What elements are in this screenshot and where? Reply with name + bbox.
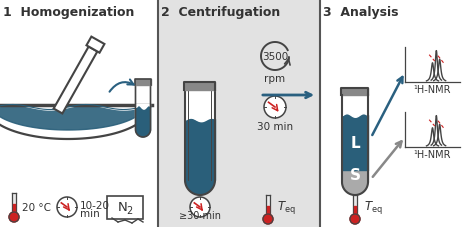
Text: min: min bbox=[80, 208, 100, 218]
Polygon shape bbox=[342, 96, 368, 195]
Text: $T_\mathrm{eq}$: $T_\mathrm{eq}$ bbox=[364, 199, 383, 216]
Polygon shape bbox=[185, 91, 215, 195]
Text: 3  Analysis: 3 Analysis bbox=[323, 6, 399, 19]
Polygon shape bbox=[136, 130, 150, 137]
Text: rpm: rpm bbox=[264, 74, 285, 84]
Text: ¹H-NMR: ¹H-NMR bbox=[413, 85, 451, 95]
FancyBboxPatch shape bbox=[108, 196, 144, 219]
Polygon shape bbox=[185, 180, 215, 195]
Circle shape bbox=[350, 214, 360, 224]
Text: 2: 2 bbox=[126, 205, 132, 215]
Text: ≥30 min: ≥30 min bbox=[179, 210, 221, 220]
Circle shape bbox=[9, 212, 19, 222]
Text: 2  Centrifugation: 2 Centrifugation bbox=[161, 6, 280, 19]
Polygon shape bbox=[136, 86, 151, 137]
Polygon shape bbox=[54, 47, 97, 114]
Polygon shape bbox=[0, 109, 148, 139]
Text: 30 min: 30 min bbox=[257, 121, 293, 131]
Polygon shape bbox=[86, 37, 104, 53]
Circle shape bbox=[57, 197, 77, 217]
Circle shape bbox=[264, 96, 286, 118]
Text: 3500: 3500 bbox=[262, 52, 288, 62]
Text: S: S bbox=[349, 167, 361, 182]
Polygon shape bbox=[342, 182, 368, 195]
Text: N: N bbox=[118, 201, 128, 214]
Text: 1  Homogenization: 1 Homogenization bbox=[3, 6, 134, 19]
Circle shape bbox=[263, 214, 273, 224]
Text: 20 °C: 20 °C bbox=[22, 202, 51, 212]
Text: 10-20: 10-20 bbox=[80, 200, 110, 210]
Text: L: L bbox=[350, 135, 360, 150]
Polygon shape bbox=[0, 106, 144, 131]
Text: $T_\mathrm{eq}$: $T_\mathrm{eq}$ bbox=[277, 199, 296, 216]
Text: ¹H-NMR: ¹H-NMR bbox=[413, 149, 451, 159]
Circle shape bbox=[190, 197, 210, 217]
